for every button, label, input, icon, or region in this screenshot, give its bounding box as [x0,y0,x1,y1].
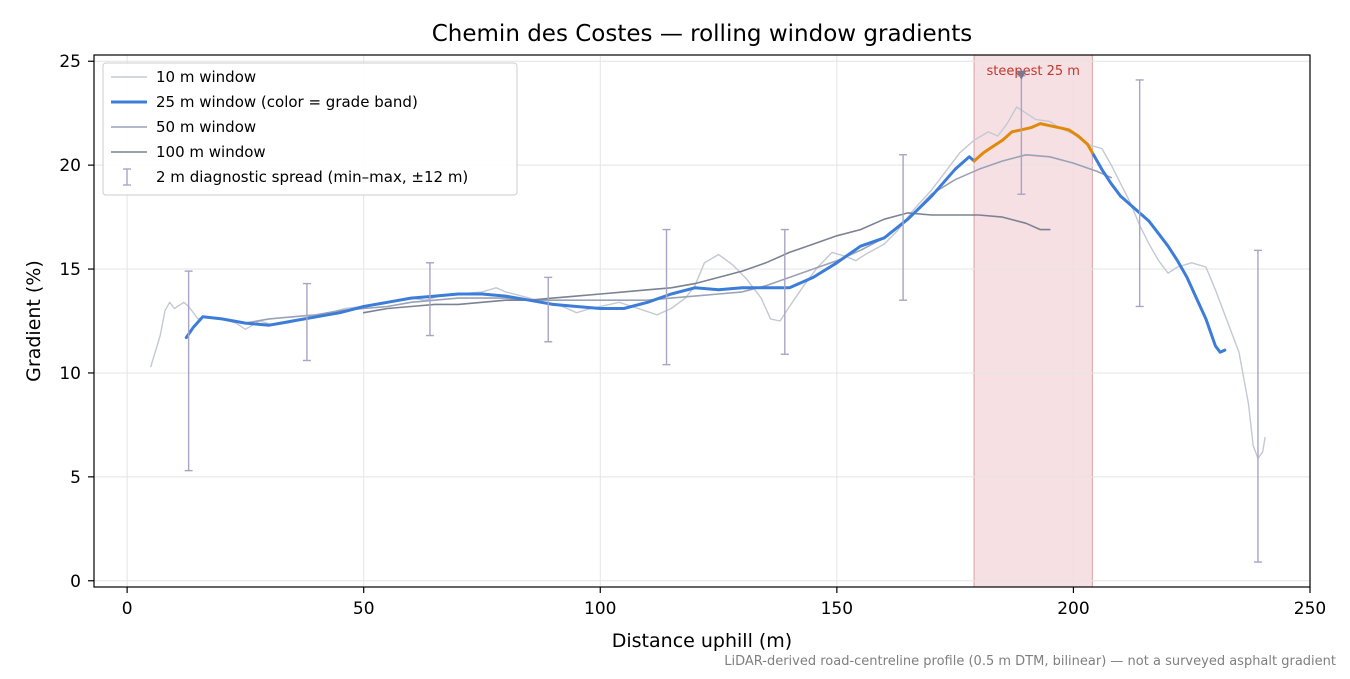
series-line-1 [184,155,976,340]
legend-box [102,62,518,196]
x-tick-label: 50 [353,599,375,619]
legend-label: 100 m window [156,143,266,161]
y-tick-label: 25 [59,52,81,72]
x-tick-label: 150 [821,599,853,619]
series-line-4 [244,154,1113,324]
steepest-marker [1016,70,1027,80]
x-tick-label: 0 [122,599,133,619]
y-tick-label: 15 [59,260,81,280]
series-line-2 [972,122,1094,163]
legend-label: 10 m window [156,68,256,86]
footnote: LiDAR-derived road-centreline profile (0… [724,654,1336,669]
legend-label: 50 m window [156,118,256,136]
y-tick-label: 0 [70,572,81,592]
series-line-5 [362,212,1051,314]
x-axis-label: Distance uphill (m) [612,630,792,652]
x-tick-label: 100 [584,599,616,619]
steepest-band [973,54,1093,588]
x-tick-label: 250 [1294,599,1326,619]
y-axis-label: Gradient (%) [23,260,45,382]
y-tick-label: 20 [59,156,81,176]
plot-frame [93,54,1311,588]
y-tick-label: 5 [70,468,81,488]
legend-label: 25 m window (color = grade band) [156,93,418,111]
steepest-label: steepest 25 m [986,64,1079,79]
legend-label: 2 m diagnostic spread (min–max, ±12 m) [156,168,468,186]
series-line-3 [1090,151,1227,354]
y-tick-label: 10 [59,364,81,384]
x-tick-label: 200 [1057,599,1089,619]
chart-title: Chemin des Costes — rolling window gradi… [432,21,973,47]
